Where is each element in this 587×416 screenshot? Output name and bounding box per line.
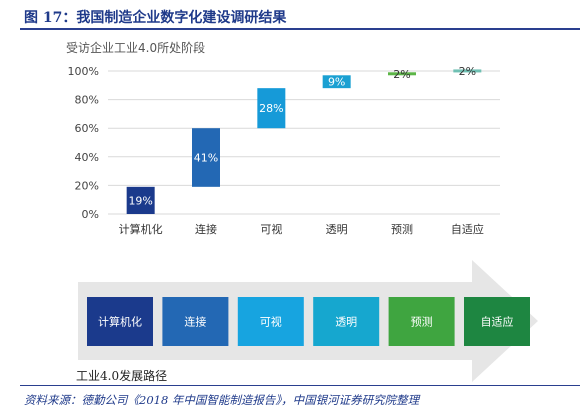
x-tick-label: 预测 [391,223,413,236]
bar [126,186,155,214]
bar-value-label: 28% [259,102,283,115]
stage-label: 可视 [260,315,282,329]
x-tick-label: 计算机化 [119,222,163,236]
bar-value-label: 19% [128,194,152,207]
x-tick-label: 可视 [260,222,282,236]
footer-rule [20,385,580,386]
progress-arrow [78,260,538,382]
x-axis-ticks: 计算机化 连接 可视 透明 预测 自适应 [119,222,484,236]
y-tick-label: 40% [75,151,99,164]
chart-gridlines [108,70,500,215]
path-label: 工业4.0发展路径 [76,369,168,383]
y-tick-label: 80% [75,94,99,107]
bar-value-label: 9% [328,76,345,89]
bar-value-label: 2% [393,68,410,81]
x-tick-label: 透明 [326,223,348,236]
stage-label: 自适应 [481,315,514,329]
stage-box [313,297,380,346]
x-tick-label: 自适应 [451,222,484,236]
bar [453,69,482,73]
x-tick-label: 连接 [195,223,217,236]
stage-box [388,297,455,346]
y-tick-label: 100% [68,65,99,78]
bar [192,128,220,187]
stage-arrow [78,260,538,382]
bar-value-label: 41% [194,152,218,165]
bar [322,75,351,89]
bar-value-label: 2% [459,65,476,78]
y-tick-label: 0% [82,208,99,221]
page-title: 图 17：我国制造企业数字化建设调研结果 [24,10,287,26]
bar [388,72,416,76]
source-note: 资料来源：德勤公司《2018 年中国智能制造报告》，中国银河证券研究院整理 [24,393,420,407]
stage-box [87,297,153,346]
chart-subtitle: 受访企业工业4.0所处阶段 [66,41,206,55]
stage-box [464,297,530,346]
y-tick-label: 20% [75,179,99,192]
stage-boxes: 计算机化 连接 可视 透明 预测 自适应 [87,297,530,346]
stage-label: 透明 [335,316,357,329]
bar [257,88,286,129]
stage-label: 计算机化 [98,315,142,329]
stage-box [237,297,304,346]
stage-label: 连接 [184,316,206,329]
chart-bars: 19% 41% 28% 9% 2% 2% [126,65,482,214]
stage-box [162,297,229,346]
title-bar [20,2,580,30]
y-axis-ticks: 0% 20% 40% 60% 80% 100% [68,65,99,221]
stage-label: 预测 [411,316,433,329]
y-tick-label: 60% [75,122,99,135]
